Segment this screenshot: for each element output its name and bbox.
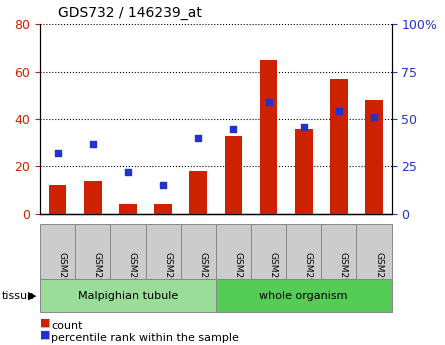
Text: percentile rank within the sample: percentile rank within the sample [51,333,239,343]
Point [54,150,61,156]
Text: Malpighian tubule: Malpighian tubule [78,291,178,301]
Bar [330,79,348,214]
Text: GSM29180: GSM29180 [303,252,313,301]
FancyBboxPatch shape [286,224,321,279]
Text: GSM29179: GSM29179 [269,252,278,301]
Text: GSM29174: GSM29174 [93,252,102,300]
Text: GSM29176: GSM29176 [163,252,172,301]
Point [125,169,132,175]
Text: ■: ■ [40,318,51,328]
Point [160,183,167,188]
Text: tissue: tissue [2,291,35,301]
Point [300,124,307,129]
Bar [84,181,101,214]
Text: GDS732 / 146239_at: GDS732 / 146239_at [58,6,202,20]
Bar [49,186,66,214]
Point [371,115,378,120]
Bar [119,204,137,214]
Point [336,109,343,114]
FancyBboxPatch shape [216,224,251,279]
FancyBboxPatch shape [251,224,286,279]
Text: GSM29181: GSM29181 [339,252,348,301]
Bar [295,128,312,214]
Bar [365,100,383,214]
Bar [154,204,172,214]
Bar [225,136,242,214]
Text: GSM29182: GSM29182 [374,252,383,300]
Point [89,141,97,146]
FancyBboxPatch shape [110,224,146,279]
Text: ■: ■ [40,330,51,340]
FancyBboxPatch shape [321,224,356,279]
Text: GSM29178: GSM29178 [234,252,243,301]
FancyBboxPatch shape [181,224,216,279]
FancyBboxPatch shape [40,279,216,312]
Point [195,135,202,141]
Text: ▶: ▶ [28,291,36,301]
Text: GSM29175: GSM29175 [128,252,137,301]
FancyBboxPatch shape [40,224,75,279]
Point [265,99,272,105]
FancyBboxPatch shape [146,224,181,279]
Text: count: count [51,321,83,331]
Text: whole organism: whole organism [259,291,348,301]
Point [230,126,237,131]
FancyBboxPatch shape [75,224,110,279]
FancyBboxPatch shape [216,279,392,312]
Text: GSM29173: GSM29173 [58,252,67,301]
Text: GSM29177: GSM29177 [198,252,207,301]
Bar [260,60,277,214]
FancyBboxPatch shape [356,224,392,279]
Bar [190,171,207,214]
